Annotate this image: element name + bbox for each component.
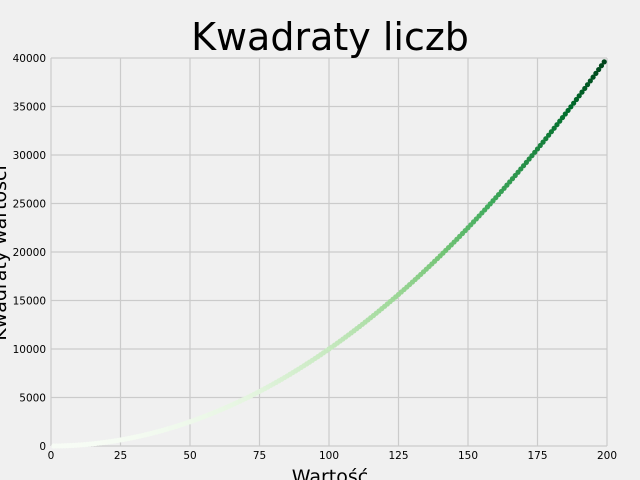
scatter-point xyxy=(557,118,563,124)
x-tick-label: 100 xyxy=(319,450,339,462)
y-tick-label: 40000 xyxy=(13,53,46,65)
x-tick-label: 175 xyxy=(527,450,547,462)
scatter-point xyxy=(559,114,566,121)
scatter-point xyxy=(596,66,602,73)
x-tick-label: 0 xyxy=(48,450,55,462)
y-tick-label: 35000 xyxy=(13,102,46,114)
chart-title: Kwadraty liczb xyxy=(191,15,469,59)
scatter-point xyxy=(548,129,555,135)
x-tick-label: 125 xyxy=(388,450,408,462)
y-tick-label: 20000 xyxy=(13,247,46,259)
x-tick-label: 25 xyxy=(114,450,127,462)
scatter-point xyxy=(584,82,591,88)
scatter-point xyxy=(598,63,605,69)
y-tick-labels: 0 5000 10000 15000 20000 25000 30000 35000 40000 xyxy=(13,53,46,453)
x-tick-labels: 0 25 50 75 100 125 150 175 200 xyxy=(48,450,617,462)
scatter-point xyxy=(593,70,599,76)
scatter-point xyxy=(540,139,546,145)
y-tick-label: 5000 xyxy=(19,393,46,405)
scatter-point xyxy=(590,74,596,80)
scatter-point xyxy=(543,136,549,142)
scatter-point xyxy=(562,111,568,117)
x-tick-label: 200 xyxy=(597,450,617,462)
grid-lines xyxy=(50,57,608,447)
y-axis-label: Kwadraty wartości xyxy=(0,165,11,341)
x-tick-label: 150 xyxy=(458,450,478,462)
y-tick-label: 30000 xyxy=(13,150,46,162)
x-tick-label: 75 xyxy=(253,450,266,462)
x-tick-label: 50 xyxy=(183,450,196,462)
scatter-point xyxy=(546,132,552,138)
scatter-point xyxy=(565,107,571,114)
scatter-point xyxy=(571,100,577,106)
scatter-point xyxy=(573,96,580,103)
y-tick-label: 10000 xyxy=(13,344,46,356)
y-tick-label: 25000 xyxy=(13,199,46,211)
scatter-points xyxy=(51,59,607,449)
scatter-point xyxy=(587,78,593,84)
scatter-point xyxy=(579,89,585,95)
x-axis-label: Wartość xyxy=(292,466,368,480)
y-tick-label: 15000 xyxy=(13,296,46,308)
scatter-point xyxy=(568,104,574,110)
scatter-point xyxy=(576,93,582,99)
scatter-point xyxy=(554,122,560,128)
scatter-point xyxy=(551,125,557,131)
y-tick-label: 0 xyxy=(39,441,46,453)
scatter-point xyxy=(582,85,588,92)
scatter-point xyxy=(601,59,607,65)
